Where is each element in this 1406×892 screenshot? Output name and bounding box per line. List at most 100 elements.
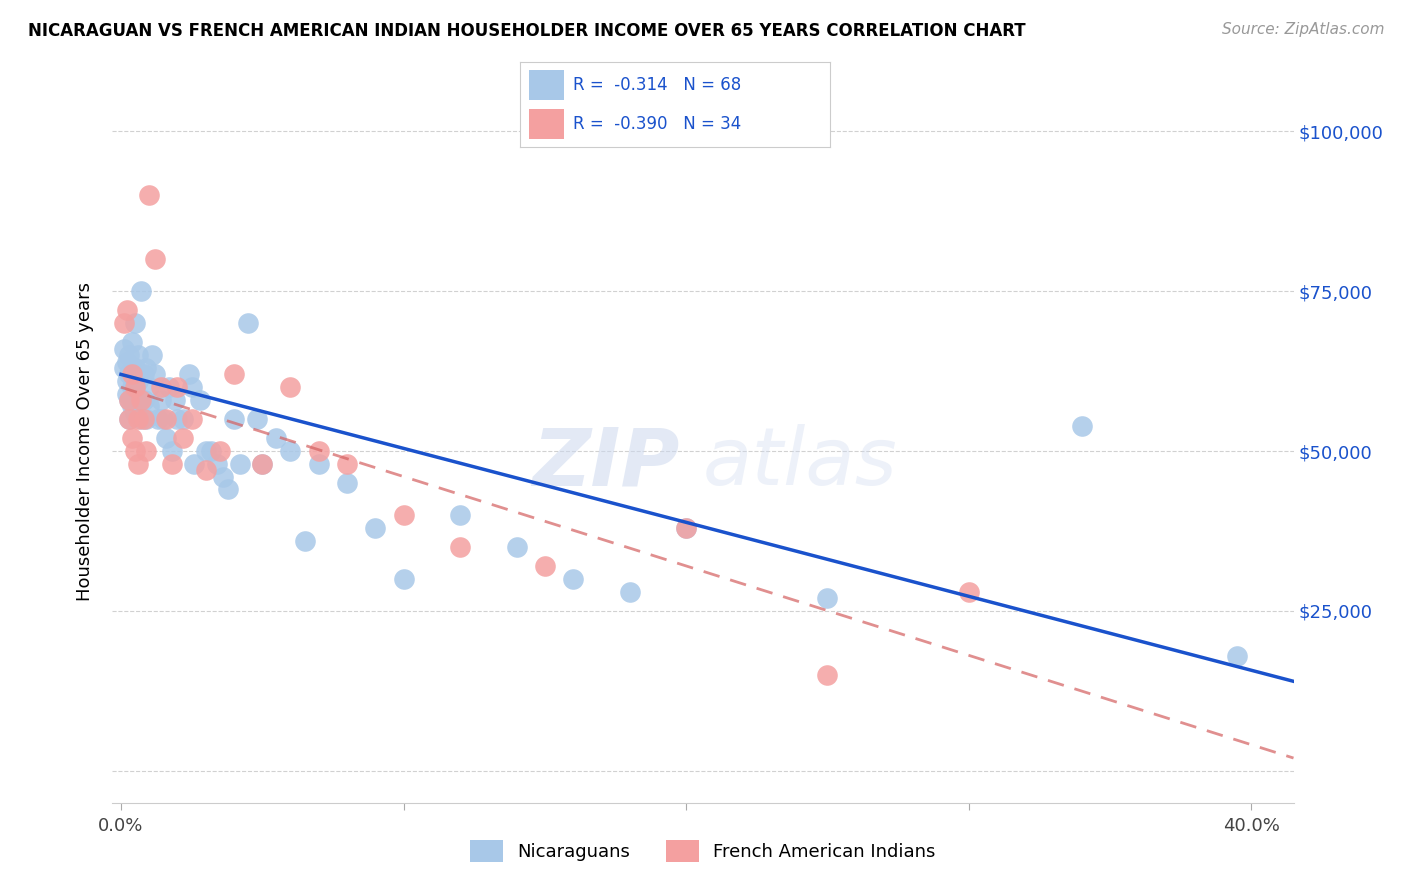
Y-axis label: Householder Income Over 65 years: Householder Income Over 65 years <box>76 282 94 601</box>
Text: NICARAGUAN VS FRENCH AMERICAN INDIAN HOUSEHOLDER INCOME OVER 65 YEARS CORRELATIO: NICARAGUAN VS FRENCH AMERICAN INDIAN HOU… <box>28 22 1026 40</box>
Point <box>129 368 152 382</box>
Point <box>266 431 288 445</box>
Point <box>138 188 160 202</box>
Point <box>132 392 155 407</box>
Point <box>112 342 135 356</box>
Point <box>194 444 217 458</box>
Point <box>308 457 330 471</box>
Point <box>155 412 177 426</box>
Legend: Nicaraguans, French American Indians: Nicaraguans, French American Indians <box>471 840 935 863</box>
Point <box>222 412 245 426</box>
Point <box>675 521 697 535</box>
Point <box>449 540 471 554</box>
Point <box>118 392 141 407</box>
Point <box>166 380 188 394</box>
Point <box>957 584 980 599</box>
Point <box>121 368 143 382</box>
Point <box>245 412 267 426</box>
Point <box>132 368 155 382</box>
Point <box>124 380 146 394</box>
Text: R =  -0.390   N = 34: R = -0.390 N = 34 <box>572 115 741 133</box>
Point <box>252 457 274 471</box>
Point <box>336 476 359 491</box>
Point <box>135 412 157 426</box>
Point <box>619 584 641 599</box>
Point <box>200 444 222 458</box>
Point <box>118 412 141 426</box>
Point <box>280 444 302 458</box>
Point <box>121 380 143 394</box>
Point <box>118 368 141 382</box>
Point <box>127 348 149 362</box>
Point <box>135 361 157 376</box>
Point <box>129 392 152 407</box>
Point <box>280 380 302 394</box>
Point <box>392 572 415 586</box>
Point <box>236 316 259 330</box>
Point <box>336 457 359 471</box>
Point <box>143 368 166 382</box>
Point <box>815 668 838 682</box>
Point <box>149 392 172 407</box>
Point <box>129 285 152 299</box>
Text: R =  -0.314   N = 68: R = -0.314 N = 68 <box>572 76 741 94</box>
Point <box>180 380 202 394</box>
Point <box>124 406 146 420</box>
FancyBboxPatch shape <box>530 70 564 100</box>
Point <box>308 444 330 458</box>
Point <box>115 303 138 318</box>
Text: ZIP: ZIP <box>531 425 679 502</box>
Point <box>217 483 239 497</box>
Point <box>208 444 231 458</box>
Point <box>163 392 186 407</box>
Point <box>155 431 177 445</box>
Point <box>392 508 415 522</box>
Point <box>1070 418 1092 433</box>
Text: Source: ZipAtlas.com: Source: ZipAtlas.com <box>1222 22 1385 37</box>
Point <box>183 457 205 471</box>
Point <box>115 374 138 388</box>
Point <box>364 521 387 535</box>
Point <box>160 444 183 458</box>
Point <box>177 368 200 382</box>
Point <box>533 559 555 574</box>
Point <box>815 591 838 606</box>
Point <box>127 412 149 426</box>
Point <box>118 392 141 407</box>
Point <box>157 380 180 394</box>
Point <box>143 252 166 267</box>
Point <box>127 392 149 407</box>
Point <box>222 368 245 382</box>
Point <box>121 431 143 445</box>
Point <box>118 412 141 426</box>
Point <box>252 457 274 471</box>
Point <box>115 386 138 401</box>
Point <box>211 469 233 483</box>
Text: atlas: atlas <box>703 425 898 502</box>
Point <box>127 374 149 388</box>
Point <box>1226 648 1249 663</box>
Point <box>124 361 146 376</box>
Point <box>188 392 211 407</box>
Point <box>205 457 228 471</box>
Point <box>121 400 143 414</box>
Point <box>141 348 163 362</box>
Point <box>562 572 585 586</box>
Point <box>115 354 138 368</box>
FancyBboxPatch shape <box>530 109 564 139</box>
Point <box>138 380 160 394</box>
Point <box>132 412 155 426</box>
Point <box>294 533 316 548</box>
Point <box>160 457 183 471</box>
Point <box>180 412 202 426</box>
Point <box>675 521 697 535</box>
Point <box>121 335 143 350</box>
Point <box>124 444 146 458</box>
Point <box>146 412 169 426</box>
Point <box>127 457 149 471</box>
Point <box>172 412 194 426</box>
Point <box>228 457 250 471</box>
Point <box>129 412 152 426</box>
Point <box>505 540 527 554</box>
Point <box>149 380 172 394</box>
